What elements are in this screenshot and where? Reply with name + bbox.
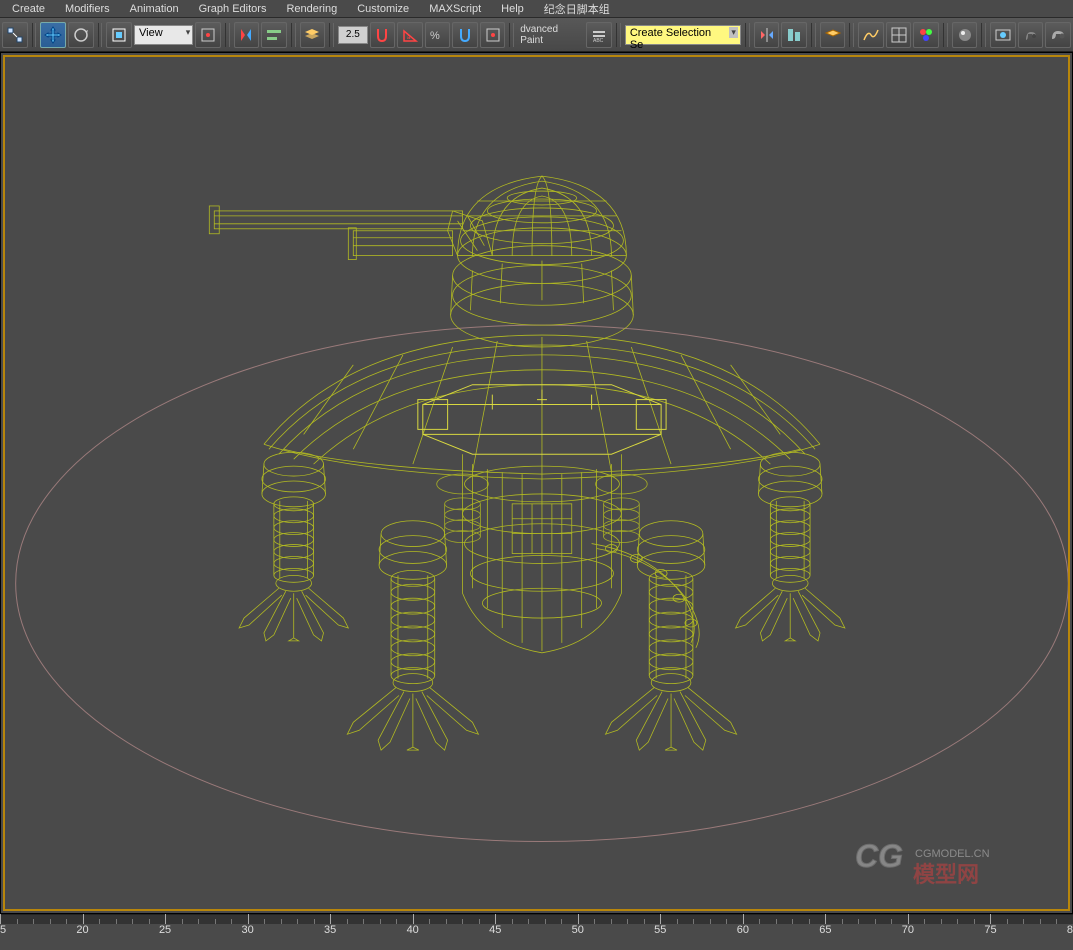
select-move-button[interactable] bbox=[40, 22, 66, 48]
timeline-frame-label: 55 bbox=[654, 924, 666, 936]
timeline[interactable]: 15 20 25 30 35 40 45 50 55 60 65 70 75 80 bbox=[0, 914, 1073, 950]
toolbar-separator bbox=[811, 23, 816, 47]
timeline-frame-label: 75 bbox=[984, 924, 996, 936]
timeline-frame-label: 20 bbox=[76, 924, 88, 936]
layer-manager-button[interactable] bbox=[300, 22, 326, 48]
quick-render-button[interactable] bbox=[1018, 22, 1044, 48]
timeline-tick bbox=[495, 914, 496, 924]
render-frame-button[interactable] bbox=[990, 22, 1016, 48]
menubar: Create Modifiers Animation Graph Editors… bbox=[0, 0, 1073, 18]
timeline-ruler[interactable] bbox=[0, 914, 1073, 924]
timeline-tick bbox=[578, 914, 579, 924]
render-setup-button[interactable] bbox=[952, 22, 978, 48]
menu-graph-editors[interactable]: Graph Editors bbox=[189, 1, 277, 17]
timeline-frame-label: 25 bbox=[159, 924, 171, 936]
paint-options-button[interactable]: ABC bbox=[586, 22, 612, 48]
menu-create[interactable]: Create bbox=[2, 1, 55, 17]
timeline-frame-label: 80 bbox=[1067, 924, 1073, 936]
viewport[interactable] bbox=[0, 52, 1073, 914]
timeline-frame-label: 50 bbox=[572, 924, 584, 936]
toolbar-separator bbox=[509, 23, 514, 47]
toolbar-separator bbox=[225, 23, 230, 47]
timeline-tick bbox=[908, 914, 909, 924]
viewport-canvas[interactable] bbox=[5, 57, 1068, 909]
timeline-tick bbox=[413, 914, 414, 924]
timeline-frame-label: 45 bbox=[489, 924, 501, 936]
timeline-labels: 15 20 25 30 35 40 45 50 55 60 65 70 75 80 bbox=[0, 924, 1073, 938]
toolbar-separator bbox=[981, 23, 986, 47]
angle-snap-button[interactable]: a bbox=[397, 22, 423, 48]
timeline-tick bbox=[825, 914, 826, 924]
select-rotate-button[interactable] bbox=[68, 22, 94, 48]
toolbar-separator bbox=[616, 23, 621, 47]
toolbar-separator bbox=[329, 23, 334, 47]
mirror-button[interactable] bbox=[234, 22, 260, 48]
manage-layers-button[interactable] bbox=[820, 22, 846, 48]
menu-modifiers[interactable]: Modifiers bbox=[55, 1, 120, 17]
svg-text:%: % bbox=[430, 30, 440, 42]
select-scale-button[interactable] bbox=[106, 22, 132, 48]
reference-coord-dropdown[interactable]: View bbox=[134, 25, 193, 45]
timeline-tick bbox=[248, 914, 249, 924]
toolbar-separator bbox=[98, 23, 103, 47]
timeline-tick bbox=[660, 914, 661, 924]
curve-editor-button[interactable] bbox=[858, 22, 884, 48]
snap-options-button[interactable] bbox=[480, 22, 506, 48]
menu-scriptgroup[interactable]: 纪念日脚本组 bbox=[534, 0, 620, 19]
timeline-frame-label: 70 bbox=[902, 924, 914, 936]
toolbar-separator bbox=[291, 23, 296, 47]
toolbar-separator bbox=[32, 23, 37, 47]
viewport-active-frame bbox=[3, 55, 1070, 911]
menu-help[interactable]: Help bbox=[491, 1, 534, 17]
select-link-button[interactable] bbox=[2, 22, 28, 48]
main-toolbar: View 2.5 a % dvanced Paint ABC Create Se… bbox=[0, 18, 1073, 52]
timeline-tick bbox=[743, 914, 744, 924]
toolbar-separator bbox=[745, 23, 750, 47]
toolbar-separator bbox=[849, 23, 854, 47]
timeline-frame-label: 30 bbox=[241, 924, 253, 936]
timeline-frame-label: 60 bbox=[737, 924, 749, 936]
timeline-frame-label: 35 bbox=[324, 924, 336, 936]
menu-animation[interactable]: Animation bbox=[120, 1, 189, 17]
wireframe-model[interactable] bbox=[209, 176, 845, 750]
timeline-tick bbox=[990, 914, 991, 924]
material-editor-button[interactable] bbox=[913, 22, 939, 48]
align-tool-button[interactable] bbox=[781, 22, 807, 48]
timeline-frame-label: 40 bbox=[407, 924, 419, 936]
menu-customize[interactable]: Customize bbox=[347, 1, 419, 17]
use-pivot-center-button[interactable] bbox=[195, 22, 221, 48]
named-selection-dropdown[interactable]: Create Selection Se bbox=[625, 25, 741, 45]
menu-rendering[interactable]: Rendering bbox=[276, 1, 347, 17]
toolbar-separator bbox=[943, 23, 948, 47]
timeline-tick bbox=[165, 914, 166, 924]
mirror-tool-button[interactable] bbox=[754, 22, 780, 48]
timeline-tick bbox=[330, 914, 331, 924]
schematic-view-button[interactable] bbox=[886, 22, 912, 48]
align-button[interactable] bbox=[261, 22, 287, 48]
timeline-tick bbox=[83, 914, 84, 924]
timeline-frame-label: 15 bbox=[0, 924, 6, 936]
snap-toggle-button[interactable] bbox=[370, 22, 396, 48]
percent-snap-button[interactable]: % bbox=[425, 22, 451, 48]
menu-maxscript[interactable]: MAXScript bbox=[419, 1, 491, 17]
timeline-frame-label: 65 bbox=[819, 924, 831, 936]
value-spinner[interactable]: 2.5 bbox=[338, 26, 367, 44]
svg-text:ABC: ABC bbox=[593, 38, 604, 44]
render-production-button[interactable] bbox=[1045, 22, 1071, 48]
advanced-paint-label: dvanced Paint bbox=[518, 24, 584, 46]
spinner-snap-button[interactable] bbox=[452, 22, 478, 48]
timeline-tick bbox=[0, 914, 1, 924]
